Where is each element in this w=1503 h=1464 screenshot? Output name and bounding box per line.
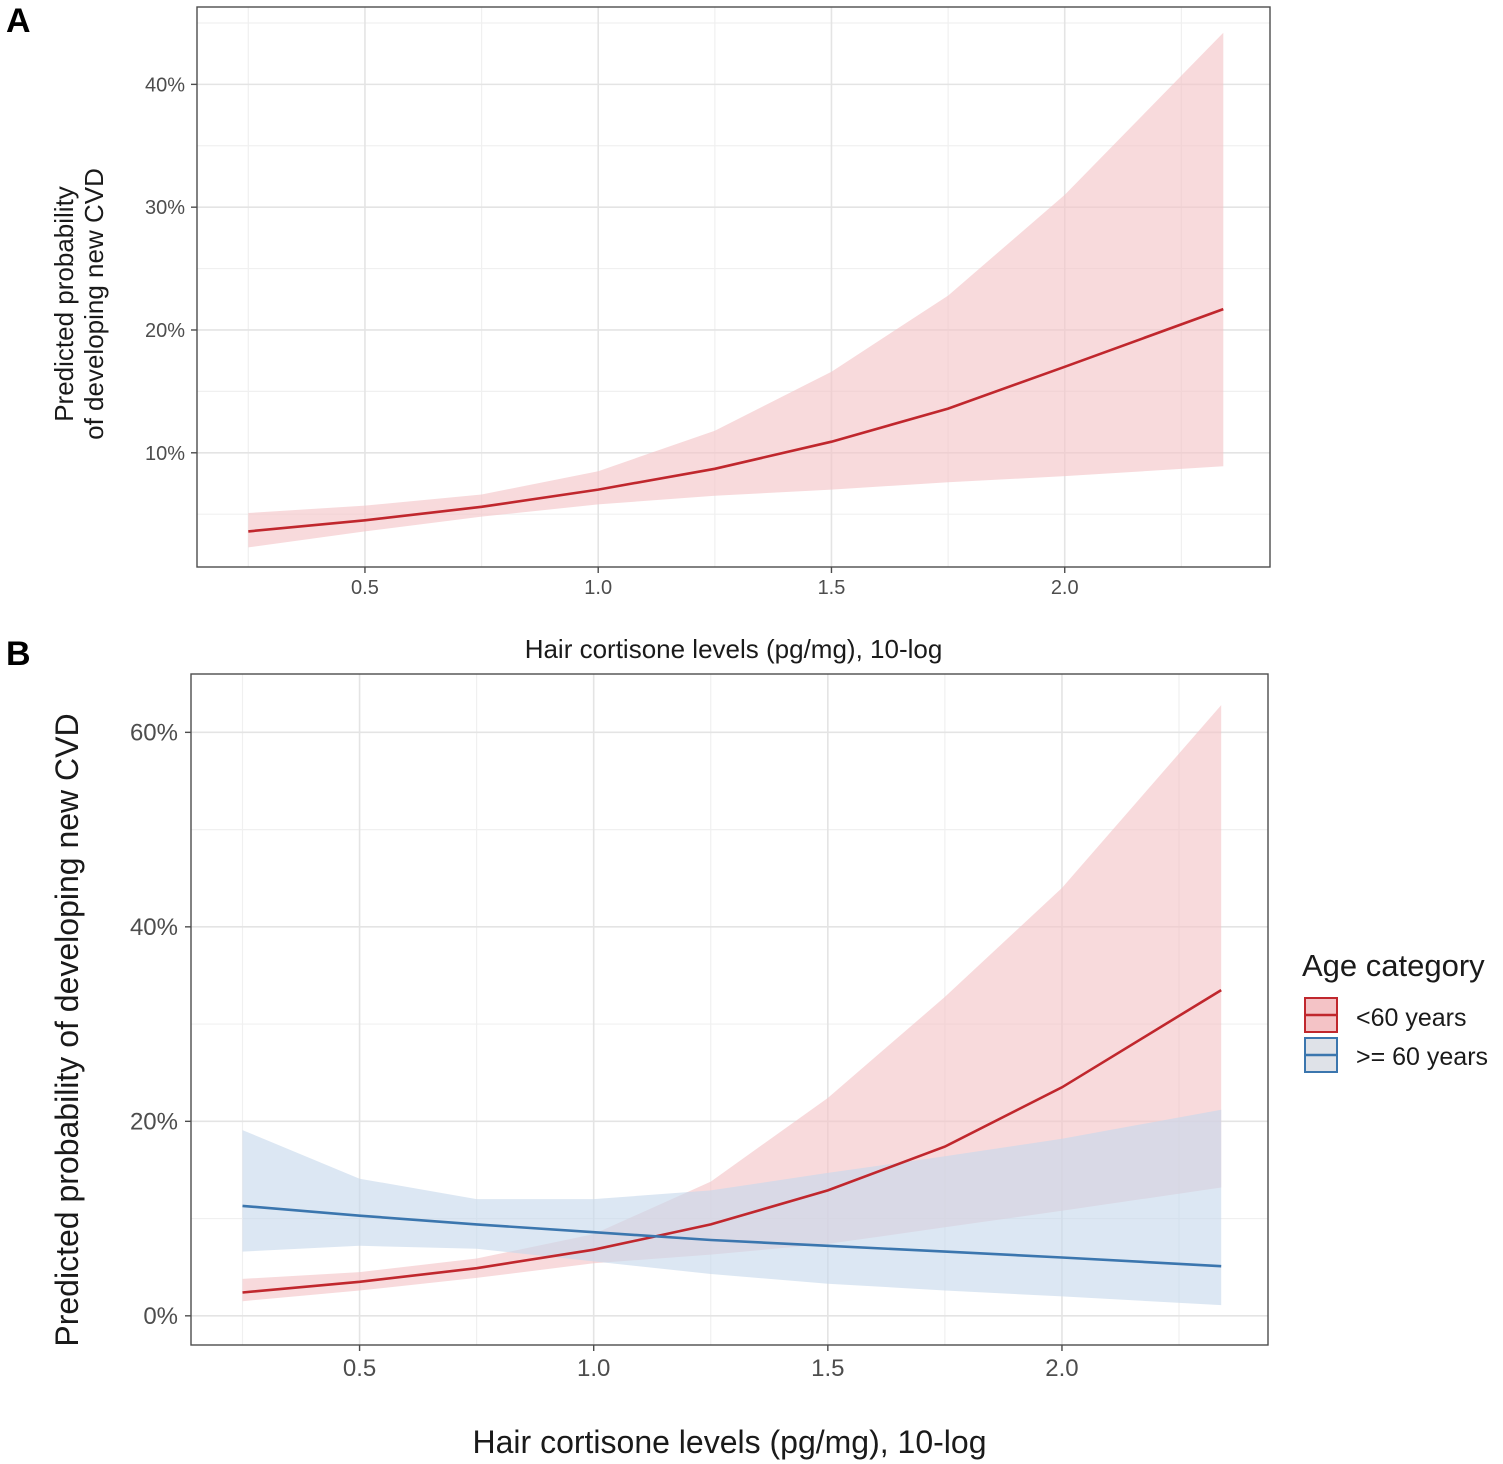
panel-b-y-tick-label: 40% [130, 914, 178, 941]
panel-a-line-series-0 [248, 307, 1224, 533]
panel-a-chart: 0.5 1.0 1.5 2.0 10% 20% 30% 40% Hair cortisone l… [49, 6, 1271, 664]
panel-a-x-axis-title: Hair cortisone levels (pg/mg), 10-log [525, 634, 943, 664]
legend: Age category <60 years >= 60 years [1302, 948, 1488, 1073]
panel-b-line-series-0 [242, 988, 1222, 1294]
panel-a-x-tick-label: 1.0 [584, 577, 612, 599]
panel-a-y-tick-label: 40% [145, 74, 185, 96]
panel-b-y-tick-label: 60% [130, 720, 178, 747]
panel-b-x-axis-title: Hair cortisone levels (pg/mg), 10-log [473, 1424, 987, 1460]
panel-b-line-series-1 [242, 1204, 1222, 1268]
panel-b-panel-border [190, 673, 1269, 1346]
panel-a-y-tick-label: 30% [145, 197, 185, 219]
panel-a-panel-border [196, 6, 1271, 568]
legend-label-under-60: <60 years [1356, 1004, 1467, 1032]
panel-a-x-tick-label: 1.5 [818, 577, 846, 599]
legend-label-60-plus: >= 60 years [1356, 1043, 1488, 1071]
panel-b-chart: 0.5 1.0 1.5 2.0 0% 20% 40% 60% Hair cortisone le… [49, 673, 1269, 1460]
panel-b-x-tick-label: 1.0 [577, 1355, 610, 1382]
panel-b-y-axis-title: Predicted probability of developing new … [49, 713, 85, 1346]
panel-b-x-tick-label: 0.5 [343, 1355, 376, 1382]
panel-b-y-tick-label: 0% [143, 1303, 178, 1330]
panel-a-y-tick-label: 10% [145, 443, 185, 465]
legend-key-under-60 [1304, 997, 1338, 1033]
panel-b-letter: B [6, 635, 31, 673]
panel-b-x-tick-label: 1.5 [811, 1355, 844, 1382]
legend-key-60-plus [1304, 1037, 1338, 1073]
panel-a-y-axis-title: of developing new CVD [79, 168, 109, 440]
panel-b-y-tick-label: 20% [130, 1109, 178, 1136]
panel-a-y-tick-label: 20% [145, 320, 185, 342]
panel-a-letter: A [6, 2, 31, 40]
legend-title: Age category [1302, 948, 1485, 983]
panel-a-ribbon-series-0 [248, 32, 1224, 548]
panel-a-x-tick-label: 2.0 [1051, 577, 1079, 599]
panel-a-y-axis-title: Predicted probability [49, 186, 79, 422]
panel-a-x-tick-label: 0.5 [351, 577, 379, 599]
panel-b-ribbon-series-1 [242, 1109, 1222, 1306]
panel-b-x-tick-label: 2.0 [1045, 1355, 1078, 1382]
